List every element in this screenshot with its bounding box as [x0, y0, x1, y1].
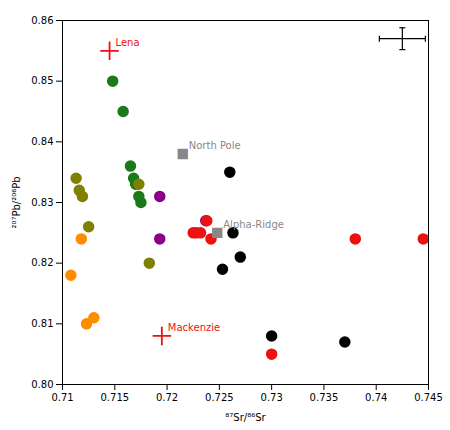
svg-text:Mackenzie: Mackenzie [168, 322, 220, 333]
svg-text:0.735: 0.735 [310, 392, 339, 403]
svg-text:0.81: 0.81 [31, 318, 53, 329]
svg-text:0.715: 0.715 [100, 392, 129, 403]
svg-text:North Pole: North Pole [189, 140, 241, 151]
svg-text:⁸⁷Sr/⁸⁶Sr: ⁸⁷Sr/⁸⁶Sr [225, 412, 266, 423]
svg-text:0.74: 0.74 [365, 392, 387, 403]
svg-text:0.82: 0.82 [31, 257, 53, 268]
svg-text:0.80: 0.80 [31, 379, 53, 390]
svg-text:Lena: Lena [116, 37, 140, 48]
svg-text:0.83: 0.83 [31, 197, 53, 208]
svg-text:0.85: 0.85 [31, 75, 53, 86]
svg-text:0.71: 0.71 [51, 392, 73, 403]
svg-text:0.84: 0.84 [31, 136, 53, 147]
svg-text:0.72: 0.72 [156, 392, 178, 403]
svg-text:0.73: 0.73 [261, 392, 283, 403]
svg-text:0.725: 0.725 [205, 392, 234, 403]
svg-text:0.86: 0.86 [31, 15, 53, 26]
svg-text:0.745: 0.745 [414, 392, 443, 403]
svg-text:²⁰⁷Pb/²⁰⁶Pb: ²⁰⁷Pb/²⁰⁶Pb [11, 176, 22, 228]
svg-text:Alpha-Ridge: Alpha-Ridge [223, 219, 284, 230]
